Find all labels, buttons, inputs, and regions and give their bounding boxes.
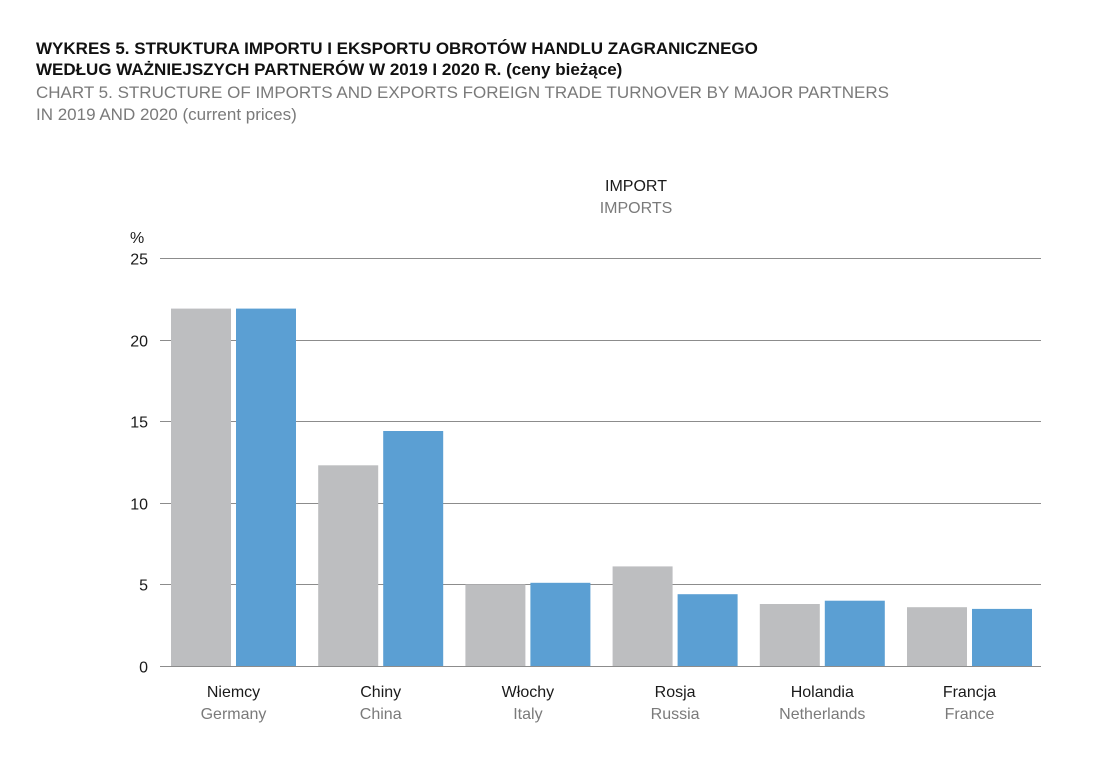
chart-title-english: CHART 5. STRUCTURE OF IMPORTS AND EXPORT…: [36, 82, 1056, 126]
bar-2019-chiny: [318, 465, 379, 666]
category-label-włochy: Włochy: [502, 684, 554, 701]
gridlines: [160, 258, 1041, 667]
y-tick-label-10: 10: [130, 497, 148, 514]
category-label-francja: Francja: [943, 684, 996, 701]
bars: [171, 308, 1032, 666]
category-label-en-russia: Russia: [651, 706, 700, 723]
category-label-en-netherlands: Netherlands: [779, 706, 865, 723]
y-tick-label-25: 25: [130, 252, 148, 269]
bar-2020-holandia: [824, 600, 885, 666]
bar-2020-chiny: [383, 431, 444, 666]
title-pl-line-2: WEDŁUG WAŻNIEJSZYCH PARTNERÓW W 2019 I 2…: [36, 60, 623, 79]
chart-subtitle: IMPORTS: [600, 200, 673, 217]
bar-2019-francja: [907, 607, 967, 666]
category-label-chiny: Chiny: [360, 684, 401, 701]
title-en-line-1: CHART 5. STRUCTURE OF IMPORTS AND EXPORT…: [36, 83, 889, 102]
y-tick-label-15: 15: [130, 415, 148, 432]
category-label-en-china: China: [360, 706, 402, 723]
category-label-en-germany: Germany: [201, 706, 267, 723]
x-axis-labels: Niemcy Germany Chiny China Włochy Italy Rosja R…: [201, 684, 997, 723]
bar-2020-francja: [972, 608, 1032, 666]
bar-2020-rosja: [677, 594, 738, 666]
category-label-en-italy: Italy: [513, 706, 542, 723]
y-tick-label-5: 5: [139, 578, 148, 595]
chart-header: WYKRES 5. STRUKTURA IMPORTU I EKSPORTU O…: [36, 38, 1076, 126]
bar-2020-niemcy: [236, 308, 296, 666]
title-en-line-2: IN 2019 AND 2020 (current prices): [36, 105, 297, 124]
title-pl-line-1: WYKRES 5. STRUKTURA IMPORTU I EKSPORTU O…: [36, 39, 758, 58]
category-label-niemcy: Niemcy: [207, 684, 260, 701]
bar-2019-niemcy: [171, 308, 231, 666]
category-label-holandia: Holandia: [791, 684, 854, 701]
bar-2019-rosja: [612, 566, 673, 666]
y-axis-ticks: 0 5 10 15 20 25: [130, 252, 148, 677]
bar-2019-włochy: [465, 584, 526, 666]
y-tick-label-0: 0: [139, 660, 148, 677]
bar-2019-holandia: [759, 604, 820, 666]
category-label-en-france: France: [945, 706, 995, 723]
y-tick-label-20: 20: [130, 334, 148, 351]
y-axis-unit-label: %: [130, 230, 144, 247]
chart-title: IMPORT: [605, 178, 667, 195]
chart-title-polish: WYKRES 5. STRUKTURA IMPORTU I EKSPORTU O…: [36, 38, 916, 80]
category-label-rosja: Rosja: [655, 684, 696, 701]
bar-2020-włochy: [530, 582, 591, 666]
